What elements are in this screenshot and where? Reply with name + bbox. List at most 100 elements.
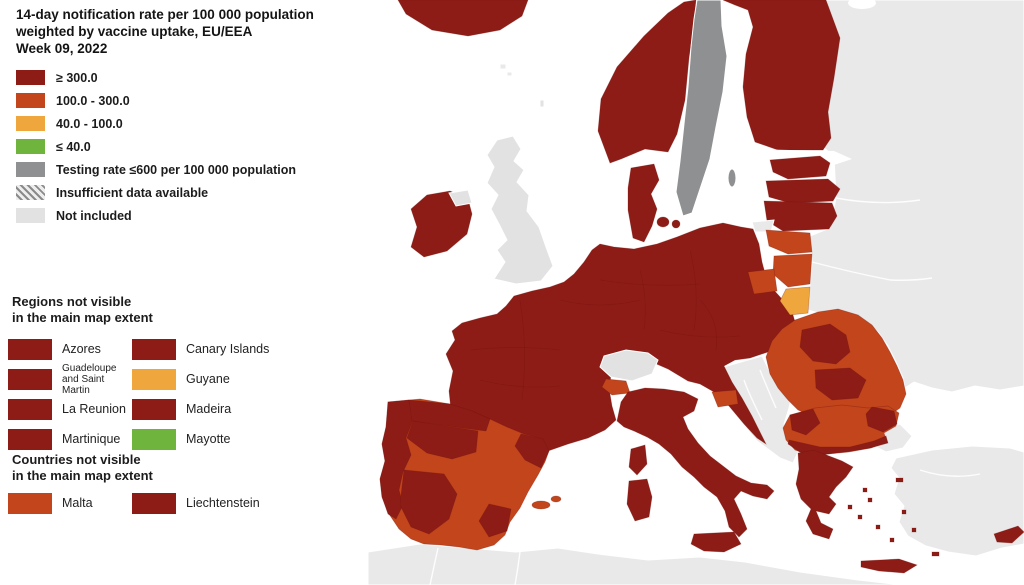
map-region-aegean-island (847, 504, 853, 510)
map-region-turkey-anatolia (890, 445, 1024, 557)
countries-header-line2: in the main map extent (12, 468, 153, 483)
label-liechtenstein: Liechtenstein (186, 496, 260, 510)
legend-item: ≤ 40.0 (16, 135, 296, 158)
label-canary-islands: Canary Islands (186, 342, 270, 356)
map-region-corsica (628, 444, 648, 476)
legend-row: Malta Liechtenstein (8, 488, 338, 518)
title-line-3: Week 09, 2022 (16, 41, 108, 56)
legend-swatch-le40 (16, 139, 45, 154)
label-mayotte: Mayotte (186, 432, 231, 446)
map-region-estonia (769, 155, 831, 180)
legend-swatch-100-300 (16, 93, 45, 108)
map-region-romania-south-center (814, 367, 867, 401)
regions-not-visible-header: Regions not visible in the main map exte… (12, 294, 153, 326)
map-title: 14-day notification rate per 100 000 pop… (16, 6, 314, 57)
lake (848, 0, 876, 9)
legend-swatch-insufficient-data (16, 185, 45, 200)
swatch-malta (8, 492, 52, 514)
legend-label: 40.0 - 100.0 (56, 116, 123, 131)
map-region-switzerland (599, 349, 659, 382)
legend-item: ≥ 300.0 (16, 66, 296, 89)
legend-entry-guadeloupe: Guadeloupe and Saint Martin (8, 363, 132, 396)
swatch-canary-islands (132, 338, 176, 360)
label-guyane: Guyane (186, 372, 230, 386)
map-region-finland (722, 0, 841, 151)
legend-entry-mayotte: Mayotte (132, 428, 332, 450)
legend-item: Testing rate ≤600 per 100 000 population (16, 158, 296, 181)
map-region-spain-southeast (478, 503, 512, 538)
legend-entry-liechtenstein: Liechtenstein (132, 492, 332, 514)
map-region-sweden (675, 0, 728, 217)
swatch-martinique (8, 428, 52, 450)
legend-row: Guadeloupe and Saint Martin Guyane (8, 363, 338, 396)
map-region-romania-transylvania (799, 323, 851, 365)
map-region-aegean-island (901, 509, 907, 515)
map-region-bulgaria-northwest (789, 408, 821, 436)
legend-entry-guyane: Guyane (132, 368, 332, 390)
legend-row: Azores Canary Islands (8, 334, 338, 364)
map-region-castile-leon (406, 420, 479, 460)
title-line-1: 14-day notification rate per 100 000 pop… (16, 7, 314, 22)
map-region-balearic-islands (550, 495, 562, 503)
map-region-aegean-island (875, 524, 881, 530)
map-region-sardinia (626, 478, 653, 522)
map-region-carpathian-region-yellow (779, 286, 811, 316)
map-region-italy (616, 387, 775, 538)
map-region-northern-ireland (448, 189, 473, 207)
legend-swatch-not-included (16, 208, 45, 223)
countries-header-line1: Countries not visible (12, 452, 141, 467)
legend-swatch-testing-rate (16, 162, 45, 177)
swatch-madeira (132, 398, 176, 420)
legend-label: 100.0 - 300.0 (56, 93, 130, 108)
map-region-aegean-island (889, 537, 895, 543)
map-region-iceland (397, 0, 529, 37)
swatch-guadeloupe (8, 368, 52, 390)
map-region-denmark-islands (656, 216, 670, 228)
legend-item: 40.0 - 100.0 (16, 112, 296, 135)
swatch-liechtenstein (132, 492, 176, 514)
legend-item: Not included (16, 204, 296, 227)
map-region-shetland (539, 99, 545, 108)
map-region-bulgaria-east (865, 406, 898, 433)
legend-entry-madeira: Madeira (132, 398, 332, 420)
countries-not-visible-list: Malta Liechtenstein (8, 488, 338, 518)
map-region-united-kingdom (486, 135, 554, 285)
rate-legend: ≥ 300.0 100.0 - 300.0 40.0 - 100.0 ≤ 40.… (16, 66, 296, 227)
label-madeira: Madeira (186, 402, 232, 416)
map-region-aegean-island (931, 551, 940, 557)
regions-header-line1: Regions not visible (12, 294, 132, 309)
map-region-latvia (765, 178, 841, 204)
legend-entry-canary-islands: Canary Islands (132, 338, 332, 360)
label-la-reunion: La Reunion (62, 402, 126, 416)
legend-label: Insufficient data available (56, 185, 209, 200)
map-region-sicily (690, 531, 742, 553)
swatch-guyane (132, 368, 176, 390)
regions-header-line2: in the main map extent (12, 310, 153, 325)
legend-entry-la-reunion: La Reunion (8, 398, 132, 420)
map-region-aegean-island (862, 487, 868, 493)
title-line-2: weighted by vaccine uptake, EU/EEA (16, 24, 253, 39)
map-region-cyprus (993, 525, 1024, 544)
legend-item: 100.0 - 300.0 (16, 89, 296, 112)
legend-item: Insufficient data available (16, 181, 296, 204)
map-region-denmark (627, 163, 660, 243)
legend-label: Testing rate ≤600 per 100 000 population (56, 162, 297, 177)
legend-row: La Reunion Madeira (8, 394, 338, 424)
legend-label: ≥ 300.0 (56, 70, 98, 85)
label-malta: Malta (62, 496, 93, 510)
swatch-azores (8, 338, 52, 360)
map-region-aegean-island (867, 497, 873, 503)
legend-label: ≤ 40.0 (56, 139, 91, 154)
map-region-crete (860, 558, 918, 574)
regions-not-visible-list: Azores Canary Islands Guadeloupe and Sai… (8, 334, 338, 454)
map-region-catalonia (514, 433, 550, 469)
map-region-continental-eu-core (445, 222, 796, 456)
legend-entry-azores: Azores (8, 338, 132, 360)
map-region-aegean-island (911, 527, 917, 533)
map-region-gotland (727, 168, 737, 188)
non-eu-border-lines (429, 197, 981, 585)
label-guadeloupe: Guadeloupe and Saint Martin (62, 362, 117, 396)
map-region-portugal (379, 399, 414, 520)
